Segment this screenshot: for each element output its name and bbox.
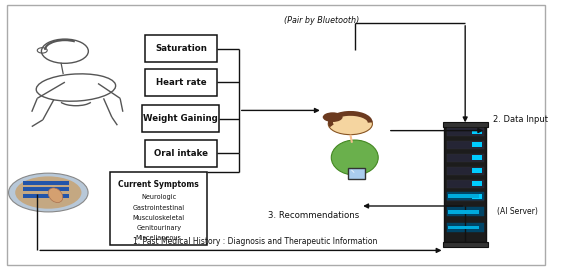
- Bar: [447, 128, 484, 136]
- Text: Saturation: Saturation: [155, 44, 207, 53]
- Bar: [145, 69, 217, 96]
- Bar: [472, 168, 482, 173]
- Bar: [472, 181, 482, 186]
- Bar: [472, 194, 482, 199]
- Text: 1. Past Medical History : Diagnosis and Therapeutic Information: 1. Past Medical History : Diagnosis and …: [133, 237, 378, 246]
- Bar: [145, 35, 217, 62]
- Bar: [472, 129, 482, 134]
- Bar: [445, 126, 486, 242]
- Circle shape: [328, 113, 373, 135]
- Bar: [448, 210, 479, 214]
- Bar: [447, 180, 484, 188]
- Text: Miscellaneous: Miscellaneous: [136, 235, 182, 241]
- Bar: [142, 105, 220, 132]
- Bar: [472, 143, 482, 147]
- Bar: [348, 168, 365, 179]
- Bar: [447, 167, 484, 175]
- Bar: [443, 122, 488, 126]
- Bar: [447, 141, 484, 149]
- Bar: [447, 154, 484, 162]
- Text: Oral intake: Oral intake: [154, 149, 208, 158]
- Bar: [447, 223, 484, 231]
- Text: Weight Gaining: Weight Gaining: [143, 114, 218, 123]
- Circle shape: [15, 176, 81, 209]
- Text: 3. Recommendations: 3. Recommendations: [268, 211, 359, 220]
- Text: Genitourinary: Genitourinary: [136, 225, 182, 231]
- Circle shape: [323, 112, 343, 122]
- Bar: [145, 140, 217, 167]
- Bar: [443, 242, 488, 247]
- Ellipse shape: [331, 140, 378, 175]
- Bar: [447, 192, 484, 200]
- Text: 2. Data Input: 2. Data Input: [493, 115, 548, 124]
- Bar: [448, 226, 479, 229]
- Bar: [448, 194, 479, 198]
- Text: (Pair by Bluetooth): (Pair by Bluetooth): [284, 16, 359, 25]
- Text: Heart rate: Heart rate: [156, 78, 206, 87]
- Bar: [472, 155, 482, 160]
- Bar: [24, 187, 69, 191]
- Bar: [447, 193, 484, 201]
- Circle shape: [8, 173, 88, 212]
- Bar: [24, 194, 69, 198]
- Text: Gastrointestinal: Gastrointestinal: [133, 205, 185, 211]
- Text: Neurologic: Neurologic: [141, 194, 176, 200]
- Ellipse shape: [48, 188, 63, 203]
- Text: Musculoskeletal: Musculoskeletal: [133, 215, 185, 221]
- Bar: [111, 172, 207, 245]
- Text: (AI Server): (AI Server): [497, 207, 538, 216]
- Text: Current Symptoms: Current Symptoms: [119, 180, 199, 189]
- Bar: [24, 181, 69, 185]
- Bar: [447, 207, 484, 216]
